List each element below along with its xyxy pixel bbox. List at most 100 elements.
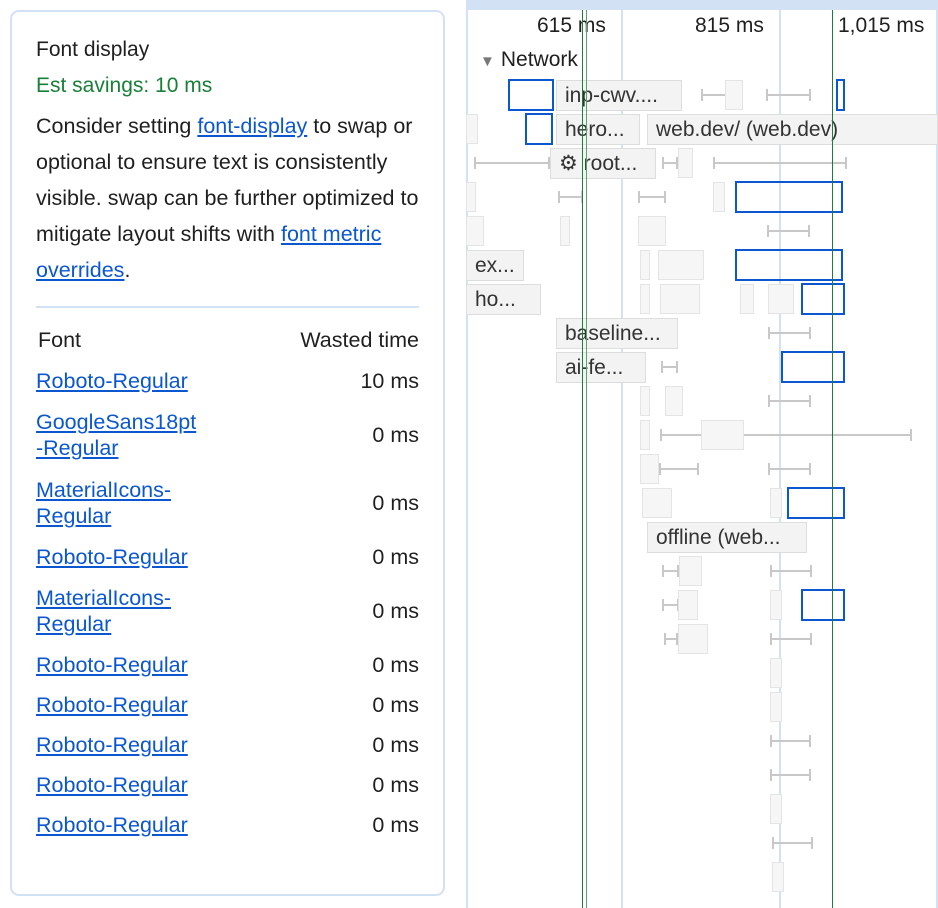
font-link[interactable]: Roboto-Regular: [36, 693, 188, 717]
table-row: Roboto-Regular 10 ms: [36, 361, 419, 401]
whisker-cap: [662, 565, 664, 577]
network-request[interactable]: [466, 114, 478, 144]
network-track-header[interactable]: ▼ Network: [480, 48, 578, 72]
network-request-labeled[interactable]: ex...: [466, 250, 524, 281]
selected-request[interactable]: [781, 351, 845, 383]
selected-request[interactable]: [836, 79, 845, 111]
selected-request[interactable]: [787, 487, 845, 519]
collapse-triangle-icon: ▼: [480, 53, 495, 70]
whisker-cap: [662, 157, 664, 169]
network-request[interactable]: [640, 386, 650, 416]
whisker-cap: [845, 157, 847, 169]
network-request[interactable]: [678, 590, 698, 620]
whisker-cap: [809, 463, 811, 475]
network-request[interactable]: [772, 862, 784, 892]
whisker-cap: [767, 225, 769, 237]
network-request[interactable]: [560, 216, 570, 246]
font-link[interactable]: Roboto-Regular: [36, 733, 188, 757]
overview-strip[interactable]: [466, 0, 938, 10]
selected-request[interactable]: [801, 283, 845, 315]
font-link[interactable]: Roboto-Regular: [36, 813, 188, 837]
network-request-labeled[interactable]: ⚙ root...: [550, 148, 656, 179]
network-request[interactable]: [679, 556, 702, 586]
whisker-cap: [808, 225, 810, 237]
time-tick: 615 ms: [537, 14, 606, 37]
request-whisker: [662, 570, 679, 572]
network-request[interactable]: [770, 794, 782, 824]
network-request[interactable]: [678, 148, 693, 178]
network-request[interactable]: [660, 284, 700, 314]
network-request[interactable]: [466, 182, 476, 212]
table-row: Roboto-Regular 0 ms: [36, 645, 419, 685]
selected-request[interactable]: [735, 181, 843, 213]
whisker-cap: [768, 395, 770, 407]
whisker-cap: [766, 89, 768, 101]
network-request-labeled[interactable]: inp-cwv....: [556, 80, 682, 111]
network-timeline[interactable]: 615 ms 815 ms 1,015 ms ▼ Network inp-cwv.…: [466, 0, 938, 908]
network-request-labeled[interactable]: web.dev/ (web.dev): [647, 114, 938, 145]
network-request[interactable]: [640, 250, 650, 280]
network-request[interactable]: [770, 590, 782, 620]
font-link[interactable]: Roboto-Regular: [36, 545, 188, 569]
whisker-cap: [770, 633, 772, 645]
network-request[interactable]: [640, 420, 650, 450]
font-link[interactable]: MaterialIcons- Regular: [36, 586, 172, 636]
network-request-labeled[interactable]: baseline...: [556, 318, 678, 349]
request-whisker: [661, 366, 678, 368]
network-request-labeled[interactable]: hero...: [556, 114, 640, 145]
wasted-time: 10 ms: [360, 369, 419, 393]
whisker-cap: [910, 429, 912, 441]
font-link[interactable]: Roboto-Regular: [36, 653, 188, 677]
font-link[interactable]: Roboto-Regular: [36, 369, 188, 393]
table-row: GoogleSans18pt -Regular 0 ms: [36, 401, 419, 469]
font-link[interactable]: GoogleSans18pt -Regular: [36, 410, 197, 460]
network-request-labeled[interactable]: offline (web...: [647, 522, 807, 553]
selected-request[interactable]: [508, 79, 554, 111]
selected-request[interactable]: [735, 249, 843, 281]
time-tick: 1,015 ms: [838, 14, 925, 37]
insight-description: Consider setting font-display to swap or…: [36, 108, 419, 288]
network-request[interactable]: [770, 488, 782, 518]
network-request[interactable]: [642, 488, 672, 518]
whisker-cap: [664, 191, 666, 203]
network-request[interactable]: [640, 284, 650, 314]
network-request[interactable]: [713, 182, 725, 212]
whisker-cap: [770, 565, 772, 577]
request-whisker: [713, 162, 847, 164]
whisker-cap: [809, 769, 811, 781]
selected-request[interactable]: [801, 589, 845, 621]
network-request[interactable]: [701, 420, 744, 450]
network-request[interactable]: [768, 284, 794, 314]
font-display-link[interactable]: font-display: [197, 114, 308, 138]
network-request[interactable]: [725, 80, 743, 110]
network-request[interactable]: [740, 284, 754, 314]
font-link[interactable]: Roboto-Regular: [36, 773, 188, 797]
network-request[interactable]: [678, 624, 708, 654]
font-link[interactable]: MaterialIcons- Regular: [36, 478, 172, 528]
grid-line: [621, 10, 623, 908]
whisker-cap: [558, 191, 560, 203]
network-request[interactable]: [638, 216, 666, 246]
network-request[interactable]: [665, 386, 683, 416]
request-whisker: [638, 196, 666, 198]
whisker-cap: [809, 89, 811, 101]
network-request-labeled[interactable]: ai-fe...: [556, 352, 646, 383]
request-whisker: [662, 162, 678, 164]
network-request[interactable]: [640, 454, 659, 484]
network-request-labeled[interactable]: ho...: [466, 284, 541, 315]
timing-marker: [582, 10, 583, 908]
font-table: Font Wasted time Roboto-Regular 10 ms Goog…: [36, 328, 419, 845]
panel-divider: [466, 0, 468, 908]
network-request[interactable]: [770, 692, 782, 722]
table-row: Roboto-Regular 0 ms: [36, 805, 419, 845]
whisker-cap: [676, 361, 678, 373]
network-request[interactable]: [466, 216, 484, 246]
whisker-cap: [677, 565, 679, 577]
desc-text: Consider setting: [36, 114, 198, 138]
network-request[interactable]: [658, 250, 704, 280]
font-metric-overrides-link[interactable]: font metric overrides: [36, 222, 382, 282]
request-whisker: [659, 468, 699, 470]
network-request[interactable]: [770, 658, 782, 688]
request-whisker: [662, 604, 679, 606]
selected-request[interactable]: [525, 113, 553, 145]
